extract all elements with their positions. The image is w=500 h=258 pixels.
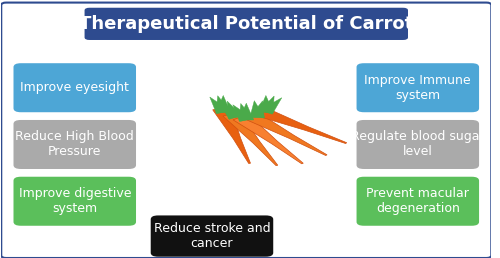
Polygon shape xyxy=(210,97,230,114)
FancyBboxPatch shape xyxy=(84,8,408,40)
Polygon shape xyxy=(244,111,327,156)
Polygon shape xyxy=(212,107,250,164)
Text: Reduce stroke and
cancer: Reduce stroke and cancer xyxy=(154,222,270,250)
Polygon shape xyxy=(260,98,282,114)
Polygon shape xyxy=(258,95,273,112)
FancyBboxPatch shape xyxy=(14,63,136,112)
Polygon shape xyxy=(250,101,264,118)
FancyBboxPatch shape xyxy=(150,215,273,257)
Polygon shape xyxy=(233,114,304,164)
Polygon shape xyxy=(252,107,346,143)
Text: Improve eyesight: Improve eyesight xyxy=(20,81,129,94)
Text: Regulate blood sugar
level: Regulate blood sugar level xyxy=(351,131,484,158)
Polygon shape xyxy=(223,112,278,166)
Text: Improve Immune
system: Improve Immune system xyxy=(364,74,471,102)
Text: Prevent macular
degeneration: Prevent macular degeneration xyxy=(366,187,469,215)
FancyBboxPatch shape xyxy=(2,3,492,258)
Polygon shape xyxy=(233,105,253,122)
Polygon shape xyxy=(220,103,242,119)
Polygon shape xyxy=(216,96,230,113)
FancyBboxPatch shape xyxy=(356,63,479,112)
FancyBboxPatch shape xyxy=(14,177,136,226)
FancyBboxPatch shape xyxy=(356,120,479,169)
FancyBboxPatch shape xyxy=(14,120,136,169)
Text: Therapeutical Potential of Carrot: Therapeutical Potential of Carrot xyxy=(79,15,413,33)
Polygon shape xyxy=(250,101,264,118)
Polygon shape xyxy=(239,103,254,121)
Polygon shape xyxy=(259,96,274,113)
Text: Improve digestive
system: Improve digestive system xyxy=(18,187,131,215)
FancyBboxPatch shape xyxy=(356,177,479,226)
Polygon shape xyxy=(216,95,230,112)
Polygon shape xyxy=(228,101,242,118)
Polygon shape xyxy=(239,103,254,120)
Text: Reduce High Blood
Pressure: Reduce High Blood Pressure xyxy=(16,131,134,158)
